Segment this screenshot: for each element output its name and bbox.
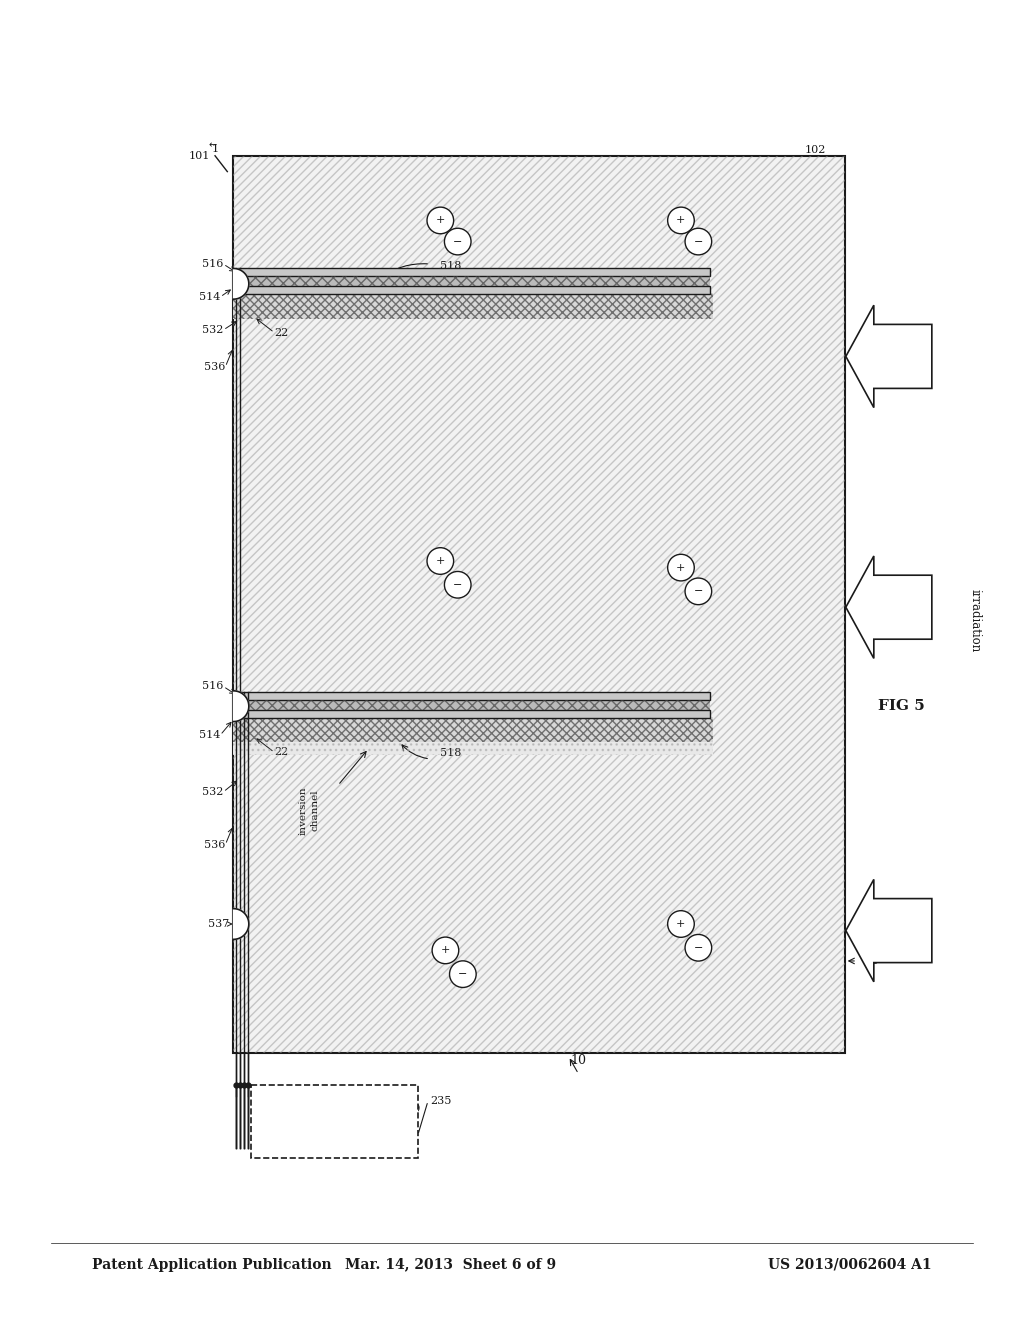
Text: 537: 537 [208,919,229,929]
Text: 516: 516 [202,259,223,269]
Text: +: + [263,1113,275,1126]
Text: +: + [435,215,445,226]
Circle shape [432,937,459,964]
Circle shape [668,911,694,937]
Text: channel: channel [311,789,319,832]
Bar [237,286,710,294]
Text: ←: ← [209,140,217,150]
Text: −: − [453,579,463,590]
Circle shape [444,228,471,255]
Bar [233,742,713,755]
Bar [237,276,710,286]
Text: I$_{\rm phot}$: I$_{\rm phot}$ [371,1111,395,1127]
Text: +: + [676,562,686,573]
Text: =  =  =: = = = [288,1115,318,1123]
Bar [233,742,713,755]
Bar [251,1085,418,1158]
Polygon shape [233,268,249,300]
Text: 239: 239 [399,1104,421,1114]
Text: 516: 516 [202,681,223,692]
Text: 518: 518 [440,747,461,758]
Text: 1: 1 [212,144,218,154]
Text: Mar. 14, 2013  Sheet 6 of 9: Mar. 14, 2013 Sheet 6 of 9 [345,1258,556,1271]
Text: inversion: inversion [299,787,307,834]
Text: −: − [458,969,468,979]
Bar [237,700,710,710]
Text: 536: 536 [204,362,225,372]
Bar [237,710,710,718]
Text: +: + [435,556,445,566]
Polygon shape [233,690,249,722]
Circle shape [685,228,712,255]
Bar [233,293,713,319]
Text: 532: 532 [202,325,223,335]
Text: 532: 532 [202,787,223,797]
Polygon shape [846,305,932,408]
Polygon shape [846,879,932,982]
Text: FIG 5: FIG 5 [878,700,925,713]
Circle shape [427,548,454,574]
Polygon shape [846,556,932,659]
Text: 101: 101 [188,150,210,161]
Text: 235: 235 [430,1096,452,1106]
Text: 514: 514 [199,292,220,302]
Circle shape [444,572,471,598]
Text: +: + [440,945,451,956]
Text: −: − [693,586,703,597]
Text: irradiation: irradiation [969,589,981,652]
Text: −: − [693,236,703,247]
Bar [233,293,713,319]
Text: 102: 102 [805,145,825,156]
Circle shape [685,578,712,605]
Bar [237,692,710,700]
Circle shape [450,961,476,987]
Bar [237,268,710,276]
Text: US 2013/0062604 A1: US 2013/0062604 A1 [768,1258,932,1271]
Bar [237,700,710,710]
Text: +: + [676,215,686,226]
Bar [233,717,713,742]
Circle shape [685,935,712,961]
Text: 26: 26 [863,954,880,968]
Text: 22: 22 [274,747,289,758]
Text: 10: 10 [570,1053,587,1067]
Bar [233,717,713,742]
Text: 518: 518 [440,261,461,272]
Bar [233,156,845,1053]
Text: −: − [693,942,703,953]
Text: 536: 536 [204,840,225,850]
Circle shape [668,554,694,581]
Text: −: − [453,236,463,247]
Circle shape [668,207,694,234]
Circle shape [427,207,454,234]
Text: +: + [676,919,686,929]
Text: 514: 514 [199,730,220,741]
Text: 22: 22 [274,327,289,338]
Text: Patent Application Publication: Patent Application Publication [92,1258,332,1271]
Bar [237,276,710,286]
Bar [233,156,845,1053]
Polygon shape [233,908,249,940]
